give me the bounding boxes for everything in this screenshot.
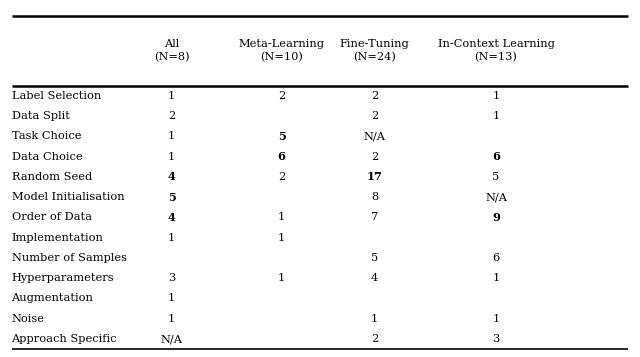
Text: 1: 1 xyxy=(492,273,500,283)
Text: N/A: N/A xyxy=(485,192,507,202)
Text: Meta-Learning
(N=10): Meta-Learning (N=10) xyxy=(239,40,324,62)
Text: 6: 6 xyxy=(492,253,500,263)
Text: Noise: Noise xyxy=(12,314,45,324)
Text: Random Seed: Random Seed xyxy=(12,172,92,182)
Text: 2: 2 xyxy=(371,152,378,162)
Text: 5: 5 xyxy=(492,172,500,182)
Text: 1: 1 xyxy=(492,111,500,121)
Text: Data Choice: Data Choice xyxy=(12,152,82,162)
Text: 1: 1 xyxy=(168,91,175,101)
Text: 6: 6 xyxy=(492,151,500,162)
Text: 1: 1 xyxy=(168,152,175,162)
Text: 4: 4 xyxy=(371,273,378,283)
Text: 2: 2 xyxy=(278,91,285,101)
Text: 1: 1 xyxy=(278,233,285,243)
Text: 5: 5 xyxy=(371,253,378,263)
Text: 1: 1 xyxy=(168,293,175,303)
Text: 4: 4 xyxy=(168,171,175,182)
Text: Label Selection: Label Selection xyxy=(12,91,100,101)
Text: Model Initialisation: Model Initialisation xyxy=(12,192,124,202)
Text: 2: 2 xyxy=(278,172,285,182)
Text: 2: 2 xyxy=(371,334,378,344)
Text: Implementation: Implementation xyxy=(12,233,104,243)
Text: 5: 5 xyxy=(168,192,175,203)
Text: In-Context Learning
(N=13): In-Context Learning (N=13) xyxy=(438,40,554,62)
Text: 9: 9 xyxy=(492,212,500,223)
Text: 7: 7 xyxy=(371,212,378,222)
Text: Order of Data: Order of Data xyxy=(12,212,92,222)
Text: 2: 2 xyxy=(371,91,378,101)
Text: 1: 1 xyxy=(278,273,285,283)
Text: Hyperparameters: Hyperparameters xyxy=(12,273,114,283)
Text: Approach Specific: Approach Specific xyxy=(12,334,117,344)
Text: 3: 3 xyxy=(168,273,175,283)
Text: Fine-Tuning
(N=24): Fine-Tuning (N=24) xyxy=(340,40,409,62)
Text: 4: 4 xyxy=(168,212,175,223)
Text: 17: 17 xyxy=(367,171,382,182)
Text: 1: 1 xyxy=(168,131,175,141)
Text: 8: 8 xyxy=(371,192,378,202)
Text: 1: 1 xyxy=(371,314,378,324)
Text: N/A: N/A xyxy=(364,131,385,141)
Text: Task Choice: Task Choice xyxy=(12,131,81,141)
Text: 1: 1 xyxy=(168,314,175,324)
Text: Augmentation: Augmentation xyxy=(12,293,93,303)
Text: 5: 5 xyxy=(278,131,285,142)
Text: 6: 6 xyxy=(278,151,285,162)
Text: 2: 2 xyxy=(371,111,378,121)
Text: 2: 2 xyxy=(168,111,175,121)
Text: 1: 1 xyxy=(492,91,500,101)
Text: Number of Samples: Number of Samples xyxy=(12,253,127,263)
Text: 1: 1 xyxy=(278,212,285,222)
Text: 1: 1 xyxy=(168,233,175,243)
Text: All
(N=8): All (N=8) xyxy=(154,40,189,62)
Text: N/A: N/A xyxy=(161,334,182,344)
Text: 3: 3 xyxy=(492,334,500,344)
Text: Data Split: Data Split xyxy=(12,111,69,121)
Text: 1: 1 xyxy=(492,314,500,324)
